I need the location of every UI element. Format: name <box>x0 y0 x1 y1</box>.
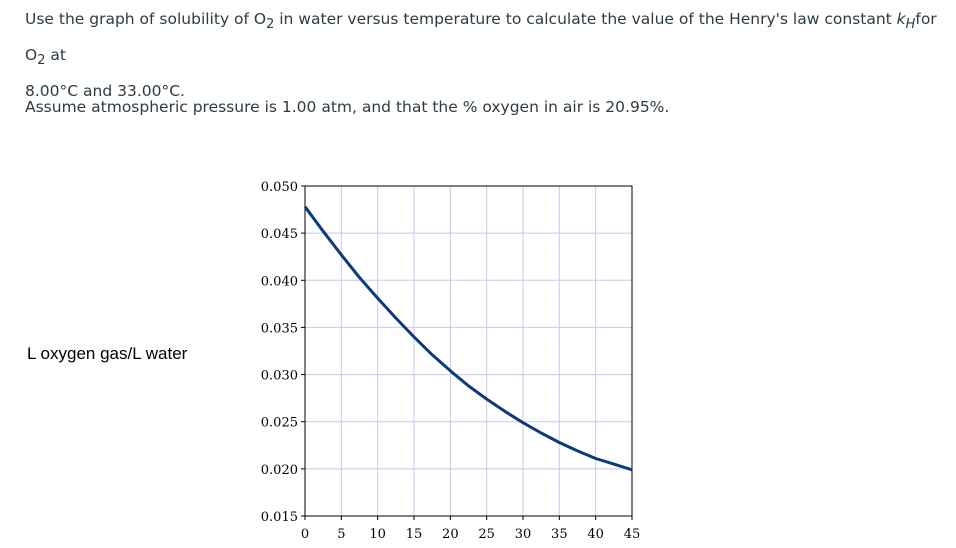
y-axis-label: L oxygen gas/L water <box>27 344 188 363</box>
y-tick-label: 0.030 <box>261 369 298 384</box>
x-tick-label: 45 <box>624 527 641 542</box>
x-tick-label: 0 <box>301 527 309 542</box>
y-tick-label: 0.020 <box>261 463 298 478</box>
x-tick-label: 30 <box>515 527 532 542</box>
x-tick-label: 10 <box>369 527 386 542</box>
x-tick-label: 25 <box>478 527 495 542</box>
y-tick-label: 0.035 <box>261 321 298 336</box>
x-tick-label: 20 <box>442 527 459 542</box>
solubility-curve <box>303 205 633 472</box>
y-tick-label: 0.015 <box>261 510 298 525</box>
x-tick-label: 35 <box>551 527 568 542</box>
y-tick-label: 0.025 <box>261 416 298 431</box>
plot-frame <box>304 185 633 517</box>
y-tick-label: 0.050 <box>261 180 298 195</box>
y-tick-label: 0.045 <box>261 227 298 242</box>
x-tick-label: 15 <box>406 527 423 542</box>
x-tick-label: 40 <box>587 527 604 542</box>
y-tick-label: 0.040 <box>261 274 298 289</box>
assumption-text: Assume atmospheric pressure is 1.00 atm,… <box>25 98 670 116</box>
x-tick-label: 5 <box>337 527 345 542</box>
question-text: Use the graph of solubility of O2 in wat… <box>25 10 937 101</box>
